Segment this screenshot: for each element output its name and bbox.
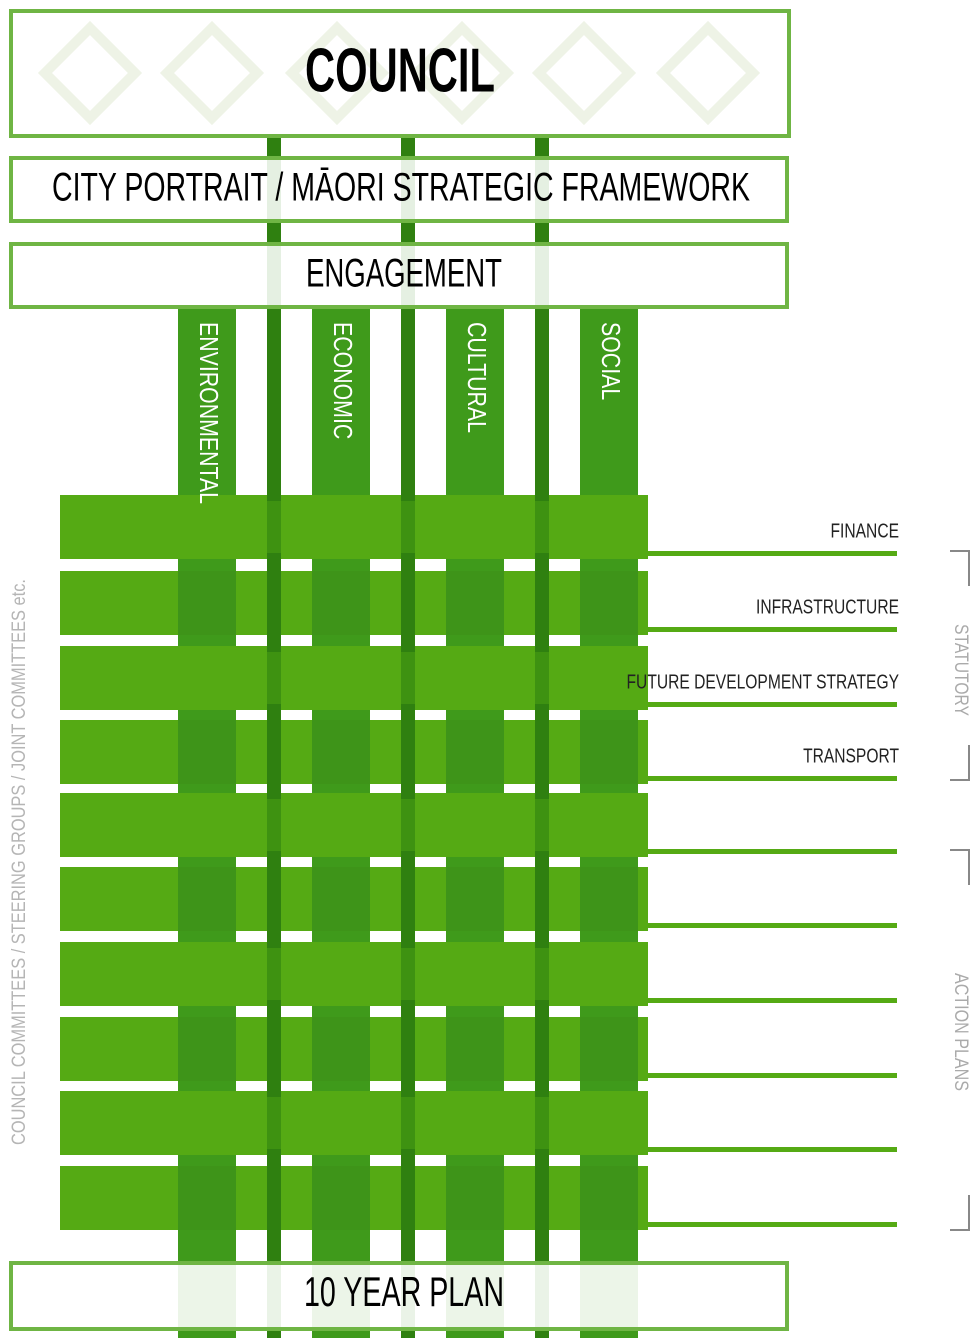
pillar-crossing [580, 867, 638, 931]
strand-line [648, 551, 897, 556]
thread-cover [267, 799, 281, 851]
thread-cover [267, 501, 281, 553]
pillar-crossing [446, 867, 504, 931]
thread-cover [535, 1097, 549, 1149]
pillar-crossing [312, 1166, 370, 1230]
strand-label: INFRASTRUCTURE [756, 596, 899, 618]
strand-line [648, 923, 897, 928]
pillar-crossing [178, 1166, 236, 1230]
band [60, 1091, 648, 1155]
engagement-label: ENGAGEMENT [306, 252, 502, 296]
pillar-crossing [312, 720, 370, 784]
weave [60, 137, 897, 1338]
band [60, 793, 648, 857]
thread-cover [535, 501, 549, 553]
band [60, 646, 648, 710]
thread-cover [267, 652, 281, 704]
thread-cover [267, 1097, 281, 1149]
thread [535, 137, 549, 1338]
pillar-crossing [580, 720, 638, 784]
pillar-label: SOCIAL [596, 322, 626, 400]
strand-line [648, 627, 897, 632]
strand-line [648, 849, 897, 854]
thread-cover [401, 652, 415, 704]
thread [401, 137, 415, 1338]
pillar-crossing [446, 720, 504, 784]
thread-cover [401, 799, 415, 851]
strand-label: TRANSPORT [803, 745, 899, 767]
pillar-crossing [446, 1166, 504, 1230]
pillar-crossing [580, 571, 638, 635]
thread-cover [267, 948, 281, 1000]
pillar-crossing [178, 571, 236, 635]
council-title: COUNCIL [305, 36, 495, 105]
side-label: COUNCIL COMMITTEES / STEERING GROUPS / J… [9, 579, 30, 1145]
pillar-crossing [178, 867, 236, 931]
pillar-crossing [446, 1017, 504, 1081]
thread-cover [401, 1097, 415, 1149]
group-label: STATUTORY [950, 624, 971, 716]
thread-cover [401, 501, 415, 553]
pillar-crossing [580, 1166, 638, 1230]
band [60, 942, 648, 1006]
strand-line [648, 776, 897, 781]
group-label: ACTION PLANS [950, 973, 971, 1091]
diagram: COUNCIL CITY PORTRAIT / MĀORI STRATEGIC … [0, 0, 976, 1338]
pillar-label: ENVIRONMENTAL [194, 322, 224, 504]
thread-cover [535, 799, 549, 851]
thread [267, 137, 281, 1338]
pillar-crossing [312, 571, 370, 635]
pillar-crossing [580, 1017, 638, 1081]
strand-label: FINANCE [831, 520, 899, 542]
pillar-crossing [178, 1017, 236, 1081]
pillar-label: ECONOMIC [328, 322, 358, 439]
framework-label: CITY PORTRAIT / MĀORI STRATEGIC FRAMEWOR… [52, 166, 750, 210]
thread-cover [401, 948, 415, 1000]
band [60, 495, 648, 559]
strand-line [648, 702, 897, 707]
pillar-crossing [178, 720, 236, 784]
footer-label: 10 YEAR PLAN [304, 1268, 504, 1315]
thread-cover [535, 948, 549, 1000]
thread-cover [535, 652, 549, 704]
strand-line [648, 998, 897, 1003]
pillar-crossing [312, 1017, 370, 1081]
strand-line [648, 1147, 897, 1152]
pillar-label: CULTURAL [462, 322, 492, 433]
pillar-crossing [312, 867, 370, 931]
strand-label: FUTURE DEVELOPMENT STRATEGY [627, 671, 899, 693]
strand-line [648, 1073, 897, 1078]
pillar-crossing [446, 571, 504, 635]
strand-line [648, 1222, 897, 1227]
